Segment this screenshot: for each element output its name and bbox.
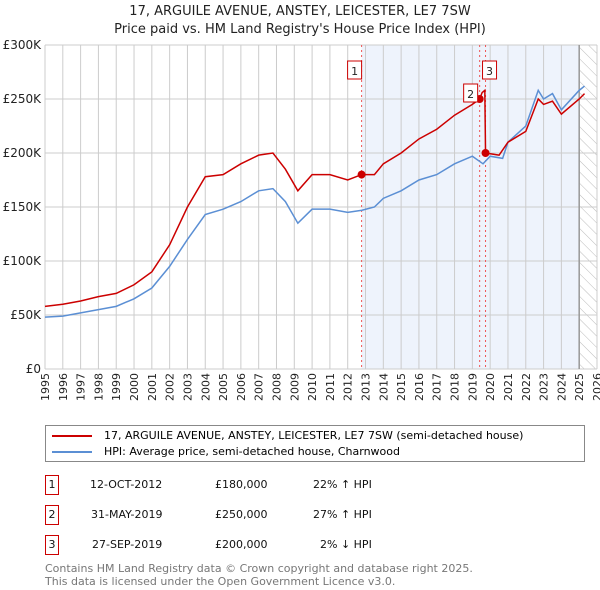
sale-point [481, 149, 490, 157]
sale-point [357, 170, 366, 179]
legend-item-property: 17, ARGUILE AVENUE, ANSTEY, LEICESTER, L… [52, 429, 523, 442]
sale-marker: 3 [45, 535, 59, 555]
sale-row: 3 27-SEP-2019 £200,000 2% ↓ HPI [45, 535, 445, 555]
legend-item-hpi: HPI: Average price, semi-detached house,… [52, 445, 400, 458]
footer: Contains HM Land Registry data © Crown c… [45, 562, 473, 588]
sale-row: 1 12-OCT-2012 £180,000 22% ↑ HPI [45, 475, 445, 495]
sale-label: 3 [486, 65, 493, 78]
y-tick-label: £50K [10, 308, 42, 322]
legend-label: 17, ARGUILE AVENUE, ANSTEY, LEICESTER, L… [104, 429, 524, 442]
x-tick-label: 2018 [449, 373, 462, 401]
x-tick-label: 2024 [555, 373, 568, 401]
chart-subtitle: Price paid vs. HM Land Registry's House … [114, 22, 486, 37]
footer-line: Contains HM Land Registry data © Crown c… [45, 562, 473, 575]
sale-hpi: 2% ↓ HPI [320, 538, 372, 551]
x-tick-label: 2017 [431, 373, 444, 401]
x-tick-label: 2002 [164, 373, 177, 401]
sale-marker: 1 [45, 475, 59, 495]
sale-label-box [482, 60, 498, 80]
series-line [44, 85, 586, 318]
y-tick-label: £0 [26, 362, 41, 376]
sale-label: 1 [351, 65, 358, 78]
x-tick-label: 2025 [573, 373, 586, 401]
sale-date: 27-SEP-2019 [92, 538, 163, 551]
sale-hpi: 27% ↑ HPI [313, 508, 372, 521]
x-tick-label: 2003 [181, 373, 194, 401]
x-tick-label: 2012 [342, 373, 355, 401]
y-tick-label: £300K [3, 38, 43, 52]
sale-label: 2 [467, 88, 474, 101]
x-tick-label: 2000 [128, 373, 141, 401]
y-tick-label: £200K [3, 146, 43, 160]
property-swatch [52, 434, 92, 437]
sale-row: 2 31-MAY-2019 £250,000 27% ↑ HPI [45, 505, 445, 525]
x-tick-label: 1998 [92, 373, 105, 401]
x-tick-label: 2026 [591, 373, 600, 401]
x-tick-label: 2022 [520, 373, 533, 401]
x-tick-label: 2019 [466, 373, 479, 401]
sale-price: £200,000 [215, 538, 268, 551]
x-tick-label: 2007 [253, 373, 266, 401]
x-tick-label: 1995 [39, 373, 52, 401]
y-tick-label: £100K [3, 254, 43, 268]
sale-marker: 2 [45, 505, 59, 525]
x-tick-label: 2023 [538, 373, 551, 401]
x-tick-label: 2004 [199, 373, 212, 401]
x-tick-label: 2021 [502, 373, 515, 401]
sale-date: 31-MAY-2019 [91, 508, 163, 521]
x-tick-label: 2010 [306, 373, 319, 401]
y-tick-label: £150K [3, 200, 43, 214]
hpi-swatch [52, 450, 92, 453]
x-tick-label: 2005 [217, 373, 230, 401]
sale-price: £250,000 [215, 508, 268, 521]
chart-title: 17, ARGUILE AVENUE, ANSTEY, LEICESTER, L… [129, 4, 471, 19]
series-line [44, 88, 586, 308]
x-tick-label: 2014 [377, 373, 390, 401]
sale-hpi: 22% ↑ HPI [313, 478, 372, 491]
x-tick-label: 2009 [288, 373, 301, 401]
x-tick-label: 2015 [395, 373, 408, 401]
sale-label-box [347, 60, 363, 80]
legend-label: HPI: Average price, semi-detached house,… [104, 445, 400, 458]
x-tick-label: 1997 [75, 373, 88, 401]
x-tick-label: 2001 [146, 373, 159, 401]
sale-price: £180,000 [215, 478, 268, 491]
footer-line: This data is licensed under the Open Gov… [45, 575, 396, 588]
price-chart: 1995 1996 1997 1998 1999 2000 2001 2002 2003 2004… [3, 38, 600, 401]
x-tick-label: 2016 [413, 373, 426, 401]
x-tick-label: 1996 [57, 373, 70, 401]
x-tick-label: 2006 [235, 373, 248, 401]
x-tick-label: 2008 [270, 373, 283, 401]
x-tick-label: 2011 [324, 373, 337, 401]
y-tick-label: £250K [3, 92, 43, 106]
sale-date: 12-OCT-2012 [90, 478, 163, 491]
x-tick-label: 2013 [360, 373, 373, 401]
x-tick-label: 1999 [110, 373, 123, 401]
sale-label-box [463, 83, 479, 103]
x-tick-label: 2020 [484, 373, 497, 401]
legend: 17, ARGUILE AVENUE, ANSTEY, LEICESTER, L… [45, 425, 585, 462]
